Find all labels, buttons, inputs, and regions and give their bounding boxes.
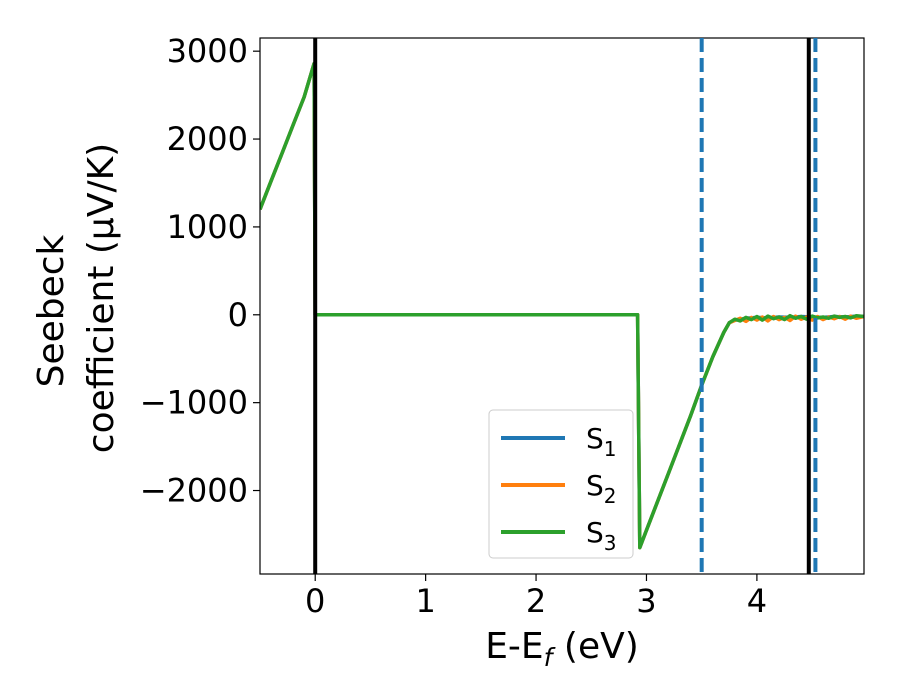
y-tick-label: 2000 — [167, 120, 248, 158]
y-tick-label: −1000 — [140, 384, 248, 422]
x-tick-label: 4 — [747, 582, 767, 620]
series-line-3 — [260, 61, 864, 550]
x-tick-label: 2 — [526, 582, 546, 620]
y-axis-label-line-2: coefficient (μV/K) — [81, 143, 122, 453]
plot-frame — [259, 37, 865, 575]
legend-label-3: S3 — [586, 516, 617, 555]
legend-label-1: S1 — [586, 422, 617, 461]
y-axis-ticks: −2000 −1000 0 1000 2000 3000 — [140, 32, 260, 510]
legend-label-2: S2 — [586, 469, 617, 508]
x-axis-label: E-Ef (eV) — [485, 626, 639, 672]
legend: S1 S2 S3 — [488, 409, 634, 559]
y-axis-label-line-1: Seebeck — [31, 234, 72, 387]
x-axis-ticks: 0 1 2 3 4 — [305, 574, 767, 620]
y-tick-label: −2000 — [140, 472, 248, 510]
x-tick-label: 3 — [636, 582, 656, 620]
reference-lines — [313, 38, 818, 574]
x-tick-label: 0 — [305, 582, 325, 620]
y-tick-label: 3000 — [167, 32, 248, 70]
x-tick-label: 1 — [415, 582, 435, 620]
y-tick-label: 0 — [228, 296, 248, 334]
y-tick-label: 1000 — [167, 208, 248, 246]
